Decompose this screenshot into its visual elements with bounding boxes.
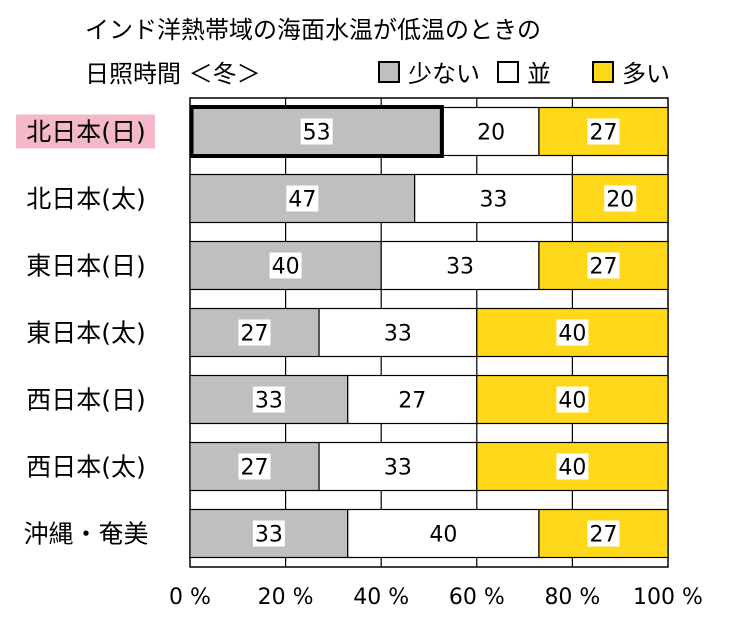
data-label-bg (604, 185, 637, 212)
category-label: 北日本(日) (26, 118, 146, 147)
legend-label-normal: 並 (527, 60, 551, 88)
data-label-bg (587, 520, 620, 547)
x-tick-label: 20 % (258, 585, 314, 610)
data-label: 20 (477, 121, 505, 146)
data-label-bg (381, 453, 414, 480)
x-tick-label: 100 % (633, 585, 703, 610)
data-label: 33 (255, 523, 283, 548)
data-label: 27 (398, 389, 426, 414)
data-label-bg (252, 386, 285, 413)
data-label-bg (444, 252, 477, 279)
chart-title: インド洋熱帯域の海面水温が低温のときの (85, 16, 541, 44)
x-tick-label: 60 % (449, 585, 505, 610)
legend-swatch-few (378, 60, 400, 83)
legend-label-few: 少ない (408, 60, 480, 88)
data-label-bg (238, 453, 271, 480)
data-label: 27 (241, 456, 269, 481)
data-label: 47 (288, 188, 316, 213)
data-label: 40 (558, 322, 586, 347)
data-label-bg (269, 252, 302, 279)
data-label: 33 (480, 188, 508, 213)
data-label-bg (556, 386, 589, 413)
data-label-bg (252, 520, 285, 547)
category-label: 東日本(太) (26, 319, 146, 348)
data-label: 20 (606, 188, 634, 213)
x-tick-label: 40 % (353, 585, 409, 610)
data-label-bg (300, 118, 333, 145)
category-highlight (16, 114, 155, 149)
category-label: 西日本(日) (26, 386, 146, 415)
category-label: 沖縄・奄美 (23, 520, 148, 549)
data-label-bg (477, 185, 510, 212)
data-label-bg (427, 520, 460, 547)
legend-label-many: 多い (622, 60, 670, 88)
legend-item-few: 少ない (378, 54, 480, 89)
category-label: 東日本(日) (26, 252, 146, 281)
x-tick-label: 0 % (169, 585, 211, 610)
category-label: 西日本(太) (26, 453, 146, 482)
data-label-bg (556, 453, 589, 480)
legend-swatch-normal (497, 60, 519, 83)
data-label: 40 (272, 255, 300, 280)
data-label: 27 (241, 322, 269, 347)
bar-segment (442, 106, 540, 157)
chart-subtitle: 日照時間 ＜冬＞ (85, 60, 261, 88)
legend-item-normal: 並 (497, 54, 551, 89)
legend-swatch-many (592, 60, 614, 83)
data-label-bg (381, 319, 414, 346)
data-label: 53 (303, 121, 331, 146)
data-label: 33 (255, 389, 283, 414)
category-label: 北日本(太) (26, 185, 146, 214)
data-label: 33 (384, 322, 412, 347)
data-label: 33 (384, 456, 412, 481)
data-label: 27 (589, 121, 617, 146)
data-label: 27 (589, 255, 617, 280)
legend-item-many: 多い (592, 54, 670, 89)
data-label-bg (238, 319, 271, 346)
data-label: 40 (558, 456, 586, 481)
data-label-bg (556, 319, 589, 346)
data-label: 40 (429, 523, 457, 548)
data-label: 40 (558, 389, 586, 414)
emphasis-outline (189, 105, 444, 158)
data-label-bg (587, 118, 620, 145)
data-label-bg (286, 185, 319, 212)
data-label: 33 (446, 255, 474, 280)
data-label-bg (475, 118, 508, 145)
x-tick-label: 80 % (544, 585, 600, 610)
data-label: 27 (589, 523, 617, 548)
data-label-bg (396, 386, 429, 413)
data-label-bg (587, 252, 620, 279)
